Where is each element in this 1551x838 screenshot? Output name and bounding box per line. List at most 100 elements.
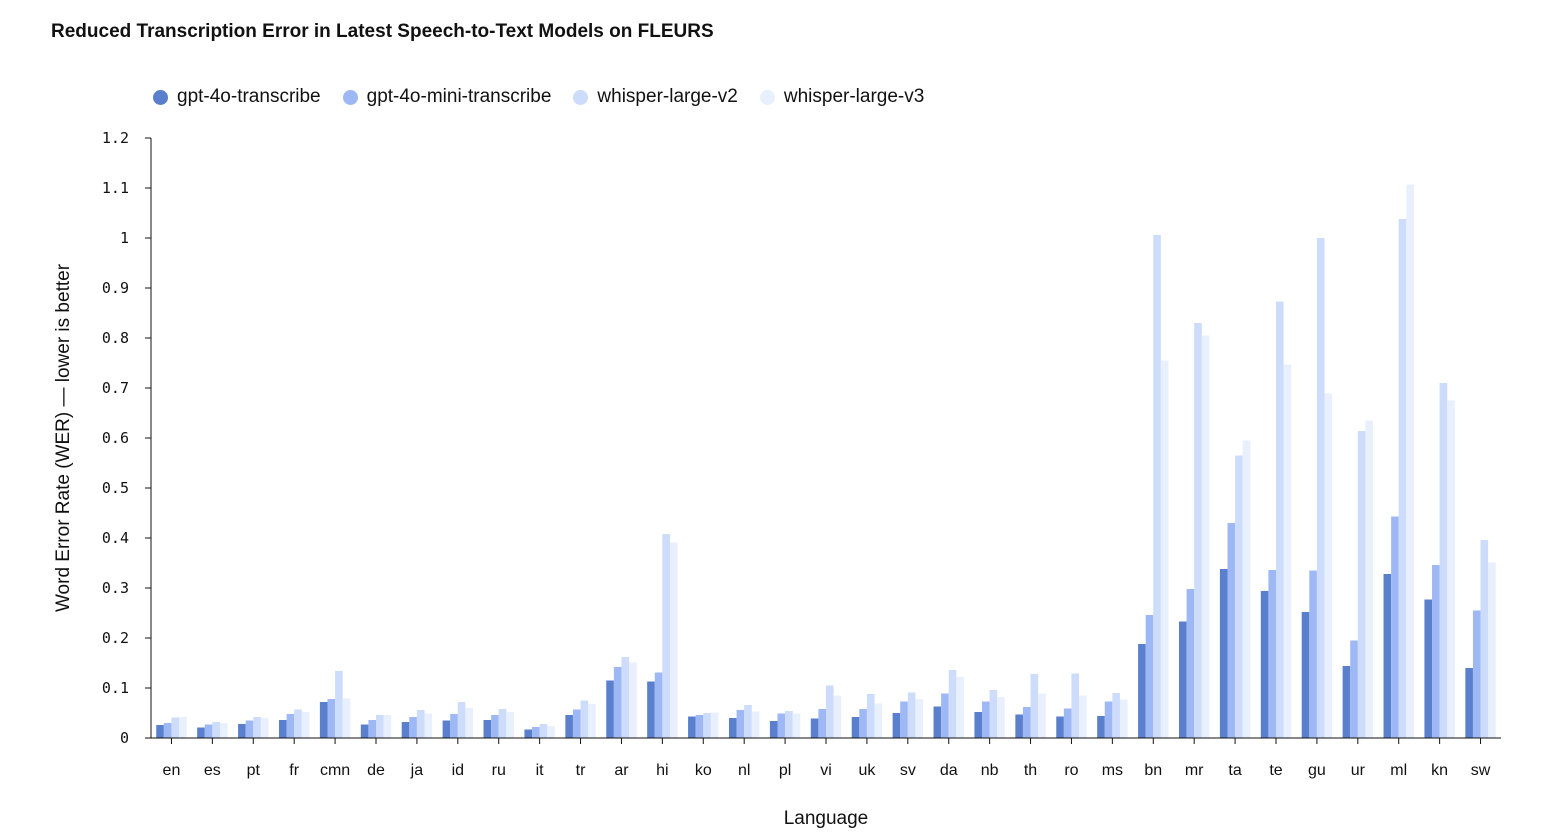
bar-gpt-4o-mini-transcribe-en[interactable] [163,723,172,738]
bar-gpt-4o-mini-transcribe-de[interactable] [368,720,376,738]
bar-whisper-large-v2-mr[interactable] [1194,323,1202,738]
bar-gpt-4o-mini-transcribe-kn[interactable] [1432,565,1440,738]
bar-whisper-large-v2-ko[interactable] [703,713,711,738]
bar-gpt-4o-mini-transcribe-sw[interactable] [1472,610,1481,739]
bar-gpt-4o-mini-transcribe-sv[interactable] [900,701,908,739]
bar-gpt-4o-mini-transcribe-te[interactable] [1268,570,1276,738]
legend-item-gpt-4o-mini-transcribe[interactable]: gpt-4o-mini-transcribe [342,86,551,108]
bar-gpt-4o-mini-transcribe-ja[interactable] [409,717,417,738]
bar-gpt-4o-mini-transcribe-bn[interactable] [1145,615,1154,738]
bar-gpt-4o-transcribe-id[interactable] [442,720,451,739]
bar-whisper-large-v2-ms[interactable] [1112,693,1120,738]
bar-gpt-4o-transcribe-bn[interactable] [1138,644,1146,738]
bar-gpt-4o-transcribe-vi[interactable] [810,718,819,739]
bar-whisper-large-v3-pl[interactable] [792,713,801,739]
bar-whisper-large-v3-ko[interactable] [710,712,719,739]
bar-gpt-4o-mini-transcribe-ta[interactable] [1227,523,1236,738]
bar-whisper-large-v3-cmn[interactable] [342,698,351,739]
bar-whisper-large-v3-pt[interactable] [260,718,269,738]
bar-whisper-large-v3-ja[interactable] [424,713,433,739]
bar-gpt-4o-transcribe-tr[interactable] [565,715,573,738]
bar-whisper-large-v2-te[interactable] [1276,301,1284,739]
bar-whisper-large-v2-ro[interactable] [1071,673,1080,739]
bar-gpt-4o-mini-transcribe-uk[interactable] [859,709,867,738]
bar-gpt-4o-transcribe-de[interactable] [360,724,369,739]
bar-gpt-4o-mini-transcribe-ro[interactable] [1063,708,1072,739]
bar-whisper-large-v3-ms[interactable] [1119,699,1128,739]
bar-whisper-large-v3-en[interactable] [179,717,187,738]
bar-whisper-large-v3-sw[interactable] [1488,562,1496,739]
bar-gpt-4o-mini-transcribe-es[interactable] [204,724,213,739]
bar-gpt-4o-mini-transcribe-ko[interactable] [695,715,704,738]
bar-gpt-4o-mini-transcribe-ru[interactable] [491,715,499,738]
bar-gpt-4o-transcribe-kn[interactable] [1424,599,1433,739]
bar-gpt-4o-mini-transcribe-th[interactable] [1022,707,1031,738]
bar-gpt-4o-mini-transcribe-cmn[interactable] [327,699,336,738]
bar-whisper-large-v2-id[interactable] [457,702,466,738]
bar-whisper-large-v2-th[interactable] [1030,674,1039,738]
bar-gpt-4o-mini-transcribe-ms[interactable] [1104,701,1113,739]
bar-whisper-large-v3-bn[interactable] [1160,360,1169,739]
bar-whisper-large-v2-bn[interactable] [1153,235,1161,738]
bar-whisper-large-v2-uk[interactable] [866,694,875,738]
legend-item-gpt-4o-transcribe[interactable]: gpt-4o-transcribe [153,86,321,108]
bar-whisper-large-v2-hi[interactable] [662,534,670,738]
bar-gpt-4o-transcribe-nb[interactable] [974,712,983,738]
bar-whisper-large-v3-sv[interactable] [915,699,924,738]
bar-gpt-4o-transcribe-sw[interactable] [1465,668,1473,738]
bar-whisper-large-v3-mr[interactable] [1201,335,1210,739]
bar-whisper-large-v2-cmn[interactable] [335,671,343,738]
bar-gpt-4o-transcribe-mr[interactable] [1178,621,1187,739]
bar-whisper-large-v2-da[interactable] [948,670,957,738]
bar-gpt-4o-transcribe-ur[interactable] [1342,666,1351,738]
bar-whisper-large-v2-kn[interactable] [1439,383,1448,738]
bar-gpt-4o-transcribe-en[interactable] [156,725,164,738]
bar-whisper-large-v3-fr[interactable] [301,712,310,738]
bar-gpt-4o-transcribe-pt[interactable] [238,724,246,738]
bar-whisper-large-v2-ar[interactable] [621,657,630,738]
bar-gpt-4o-mini-transcribe-pl[interactable] [777,713,786,739]
bar-whisper-large-v2-ru[interactable] [498,709,507,738]
bar-whisper-large-v3-de[interactable] [383,715,392,738]
bar-whisper-large-v2-de[interactable] [376,715,384,738]
bar-whisper-large-v2-ml[interactable] [1398,219,1407,738]
bar-whisper-large-v3-ta[interactable] [1242,440,1251,739]
bar-gpt-4o-transcribe-ja[interactable] [401,722,410,738]
bar-whisper-large-v3-nb[interactable] [997,697,1005,738]
bar-whisper-large-v3-uk[interactable] [874,703,883,739]
bar-whisper-large-v2-it[interactable] [539,724,548,738]
bar-gpt-4o-transcribe-te[interactable] [1260,591,1269,738]
bar-whisper-large-v3-th[interactable] [1038,693,1046,739]
bar-gpt-4o-transcribe-cmn[interactable] [319,702,328,738]
bar-whisper-large-v2-es[interactable] [212,722,220,738]
bar-whisper-large-v2-vi[interactable] [826,685,834,739]
bar-whisper-large-v3-es[interactable] [219,723,228,738]
bar-gpt-4o-transcribe-es[interactable] [197,727,205,739]
bar-gpt-4o-mini-transcribe-ml[interactable] [1391,516,1399,739]
bar-whisper-large-v2-gu[interactable] [1316,238,1325,738]
bar-whisper-large-v2-nl[interactable] [744,705,752,738]
bar-gpt-4o-transcribe-ru[interactable] [483,720,492,738]
bar-whisper-large-v3-ro[interactable] [1079,695,1087,739]
bar-gpt-4o-mini-transcribe-id[interactable] [450,714,458,738]
bar-gpt-4o-transcribe-hi[interactable] [647,681,655,739]
legend-item-whisper-large-v2[interactable]: whisper-large-v2 [573,86,738,108]
bar-gpt-4o-transcribe-ml[interactable] [1383,574,1392,738]
bar-whisper-large-v3-gu[interactable] [1324,393,1333,739]
bar-gpt-4o-transcribe-ta[interactable] [1219,569,1228,738]
bar-whisper-large-v3-ar[interactable] [629,662,637,739]
bar-whisper-large-v2-sv[interactable] [907,692,916,739]
bar-gpt-4o-transcribe-pl[interactable] [769,721,778,738]
bar-whisper-large-v3-da[interactable] [956,677,964,738]
bar-gpt-4o-transcribe-da[interactable] [933,706,942,739]
legend-item-whisper-large-v3[interactable]: whisper-large-v3 [759,86,924,108]
bar-gpt-4o-transcribe-th[interactable] [1015,714,1023,739]
bar-whisper-large-v3-id[interactable] [465,708,474,738]
bar-gpt-4o-transcribe-ro[interactable] [1056,716,1064,739]
bar-gpt-4o-transcribe-ar[interactable] [606,680,614,739]
bar-gpt-4o-mini-transcribe-vi[interactable] [818,709,826,738]
bar-whisper-large-v2-nb[interactable] [989,690,998,738]
bar-gpt-4o-transcribe-ms[interactable] [1097,716,1105,738]
bar-gpt-4o-mini-transcribe-pt[interactable] [245,720,254,739]
bar-gpt-4o-mini-transcribe-mr[interactable] [1186,589,1195,738]
